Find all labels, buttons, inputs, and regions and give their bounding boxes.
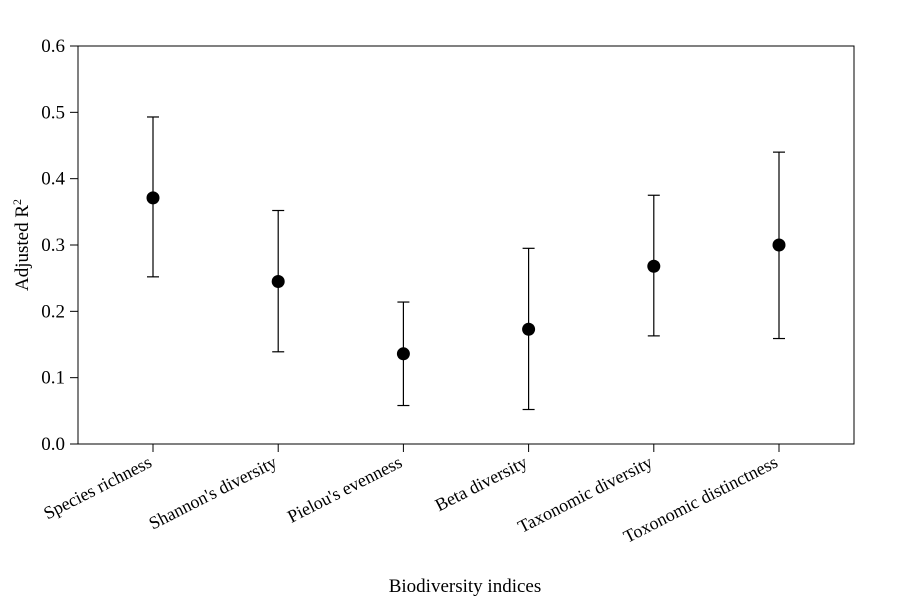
x-tick-label: Shannon's diversity	[146, 452, 280, 534]
x-tick-label: Pielou's evenness	[284, 452, 405, 527]
data-point	[271, 274, 285, 288]
y-axis-label-superscript: 2	[10, 199, 24, 205]
y-tick-label: 0.6	[41, 36, 65, 57]
y-tick-label: 0.4	[41, 169, 65, 190]
x-tick-label: Species richness	[40, 452, 155, 524]
x-axis-label: Biodiversity indices	[389, 576, 542, 597]
data-point	[647, 259, 661, 273]
data-point-group	[647, 194, 661, 337]
y-tick-label: 0.3	[41, 235, 65, 256]
x-tick-label: Beta diversity	[432, 452, 531, 515]
plot-frame	[77, 45, 855, 445]
data-point	[396, 347, 410, 361]
y-axis-label: Adjusted R2	[10, 199, 33, 291]
y-tick-label: 0.1	[41, 368, 65, 389]
data-point	[522, 322, 536, 336]
y-tick-label: 0.5	[41, 102, 65, 123]
y-axis: 0.0 0.1 0.2 0.3 0.4 0.5 0.6	[41, 36, 78, 455]
data-point	[146, 191, 160, 205]
data-point	[772, 238, 786, 252]
data-point-group	[146, 116, 160, 278]
data-marks	[146, 116, 786, 411]
y-tick-label: 0.0	[41, 434, 65, 455]
y-tick-label: 0.2	[41, 301, 65, 322]
data-point-group	[271, 209, 285, 353]
data-point-group	[396, 301, 410, 407]
data-point-group	[772, 151, 786, 340]
data-point-group	[522, 247, 536, 411]
